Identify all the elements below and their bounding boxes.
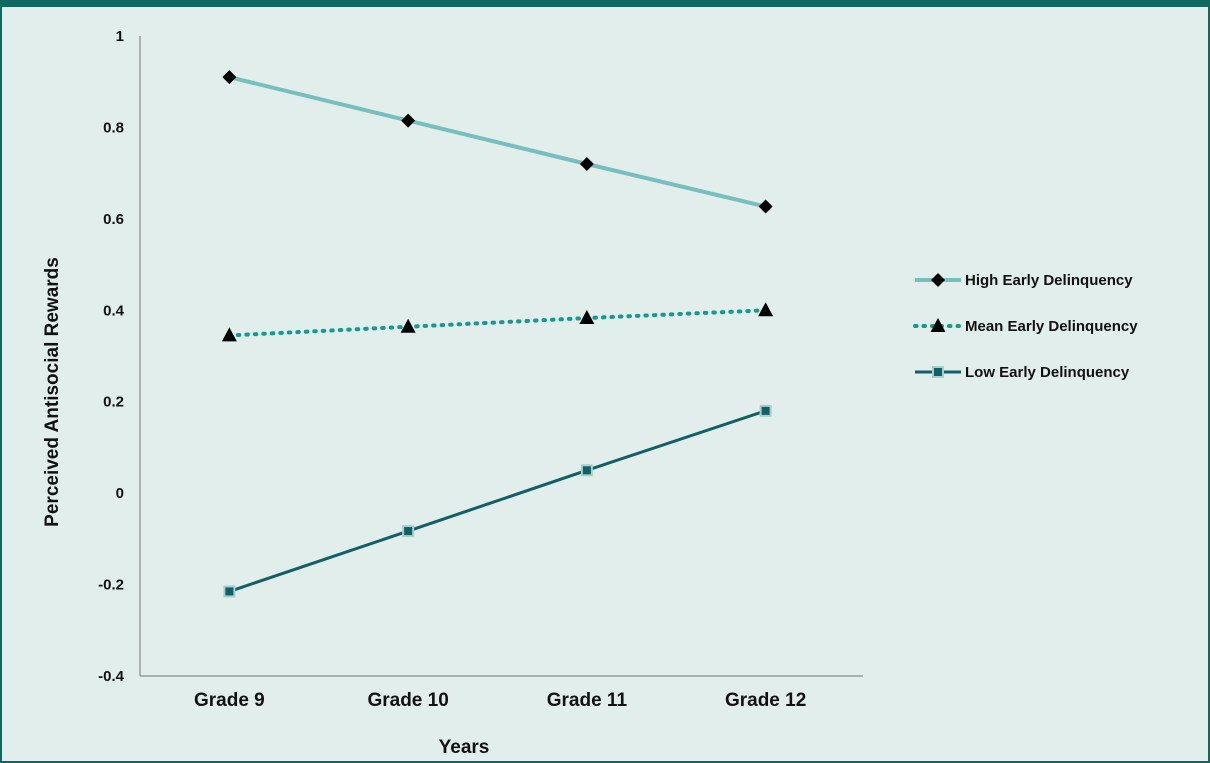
- legend-item: Mean Early Delinquency: [913, 318, 1138, 335]
- data-point: [400, 318, 416, 333]
- legend-item: High Early Delinquency: [915, 272, 1133, 289]
- x-tick-label: Grade 10: [367, 690, 448, 711]
- y-tick-label: 0: [116, 485, 124, 502]
- legend-marker: [932, 366, 944, 378]
- header-bar: [0, 0, 1210, 7]
- series-1: [222, 70, 773, 214]
- y-axis-title: Perceived Antisocial Rewards: [42, 257, 63, 527]
- data-point: [758, 199, 773, 214]
- y-tick-label: 1: [116, 28, 124, 45]
- legend-label: High Early Delinquency: [965, 272, 1133, 289]
- data-point: [579, 157, 594, 171]
- series-2: [221, 302, 774, 342]
- data-point: [759, 404, 772, 417]
- chart-axes: [139, 36, 863, 677]
- legend-marker: [931, 273, 945, 287]
- x-tick-label: Grade 9: [194, 690, 265, 711]
- x-axis-ticks: Grade 9 Grade 10 Grade 11 Grade 12: [194, 690, 806, 711]
- series-layer: [221, 70, 774, 598]
- y-tick-label: 0.4: [103, 302, 125, 319]
- data-point: [401, 113, 416, 128]
- data-point: [580, 464, 593, 477]
- legend-marker: [930, 318, 946, 332]
- x-tick-label: Grade 12: [725, 690, 806, 711]
- series-line: [228, 409, 767, 593]
- data-point: [222, 70, 237, 85]
- data-point: [579, 310, 595, 325]
- y-tick-label: 0.6: [103, 211, 124, 228]
- y-tick-label: -0.4: [98, 668, 125, 685]
- y-tick-label: 0.8: [103, 119, 124, 136]
- legend-item: Low Early Delinquency: [915, 364, 1130, 381]
- legend: High Early Delinquency Mean Early Delinqu…: [913, 272, 1138, 381]
- y-axis-ticks: -0.4 -0.2 0 0.2 0.4 0.6 0.8 1: [98, 28, 125, 685]
- data-point: [223, 585, 236, 598]
- x-axis-title: Years: [439, 737, 490, 758]
- data-point: [221, 327, 237, 342]
- data-point: [758, 302, 774, 317]
- series-3: [223, 404, 772, 598]
- x-tick-label: Grade 11: [547, 690, 628, 711]
- legend-label: Low Early Delinquency: [965, 364, 1130, 381]
- data-point: [402, 525, 415, 538]
- y-tick-label: 0.2: [103, 394, 124, 411]
- series-line: [228, 75, 767, 209]
- y-tick-label: -0.2: [98, 577, 124, 594]
- series-line: [227, 308, 768, 338]
- legend-label: Mean Early Delinquency: [965, 318, 1138, 335]
